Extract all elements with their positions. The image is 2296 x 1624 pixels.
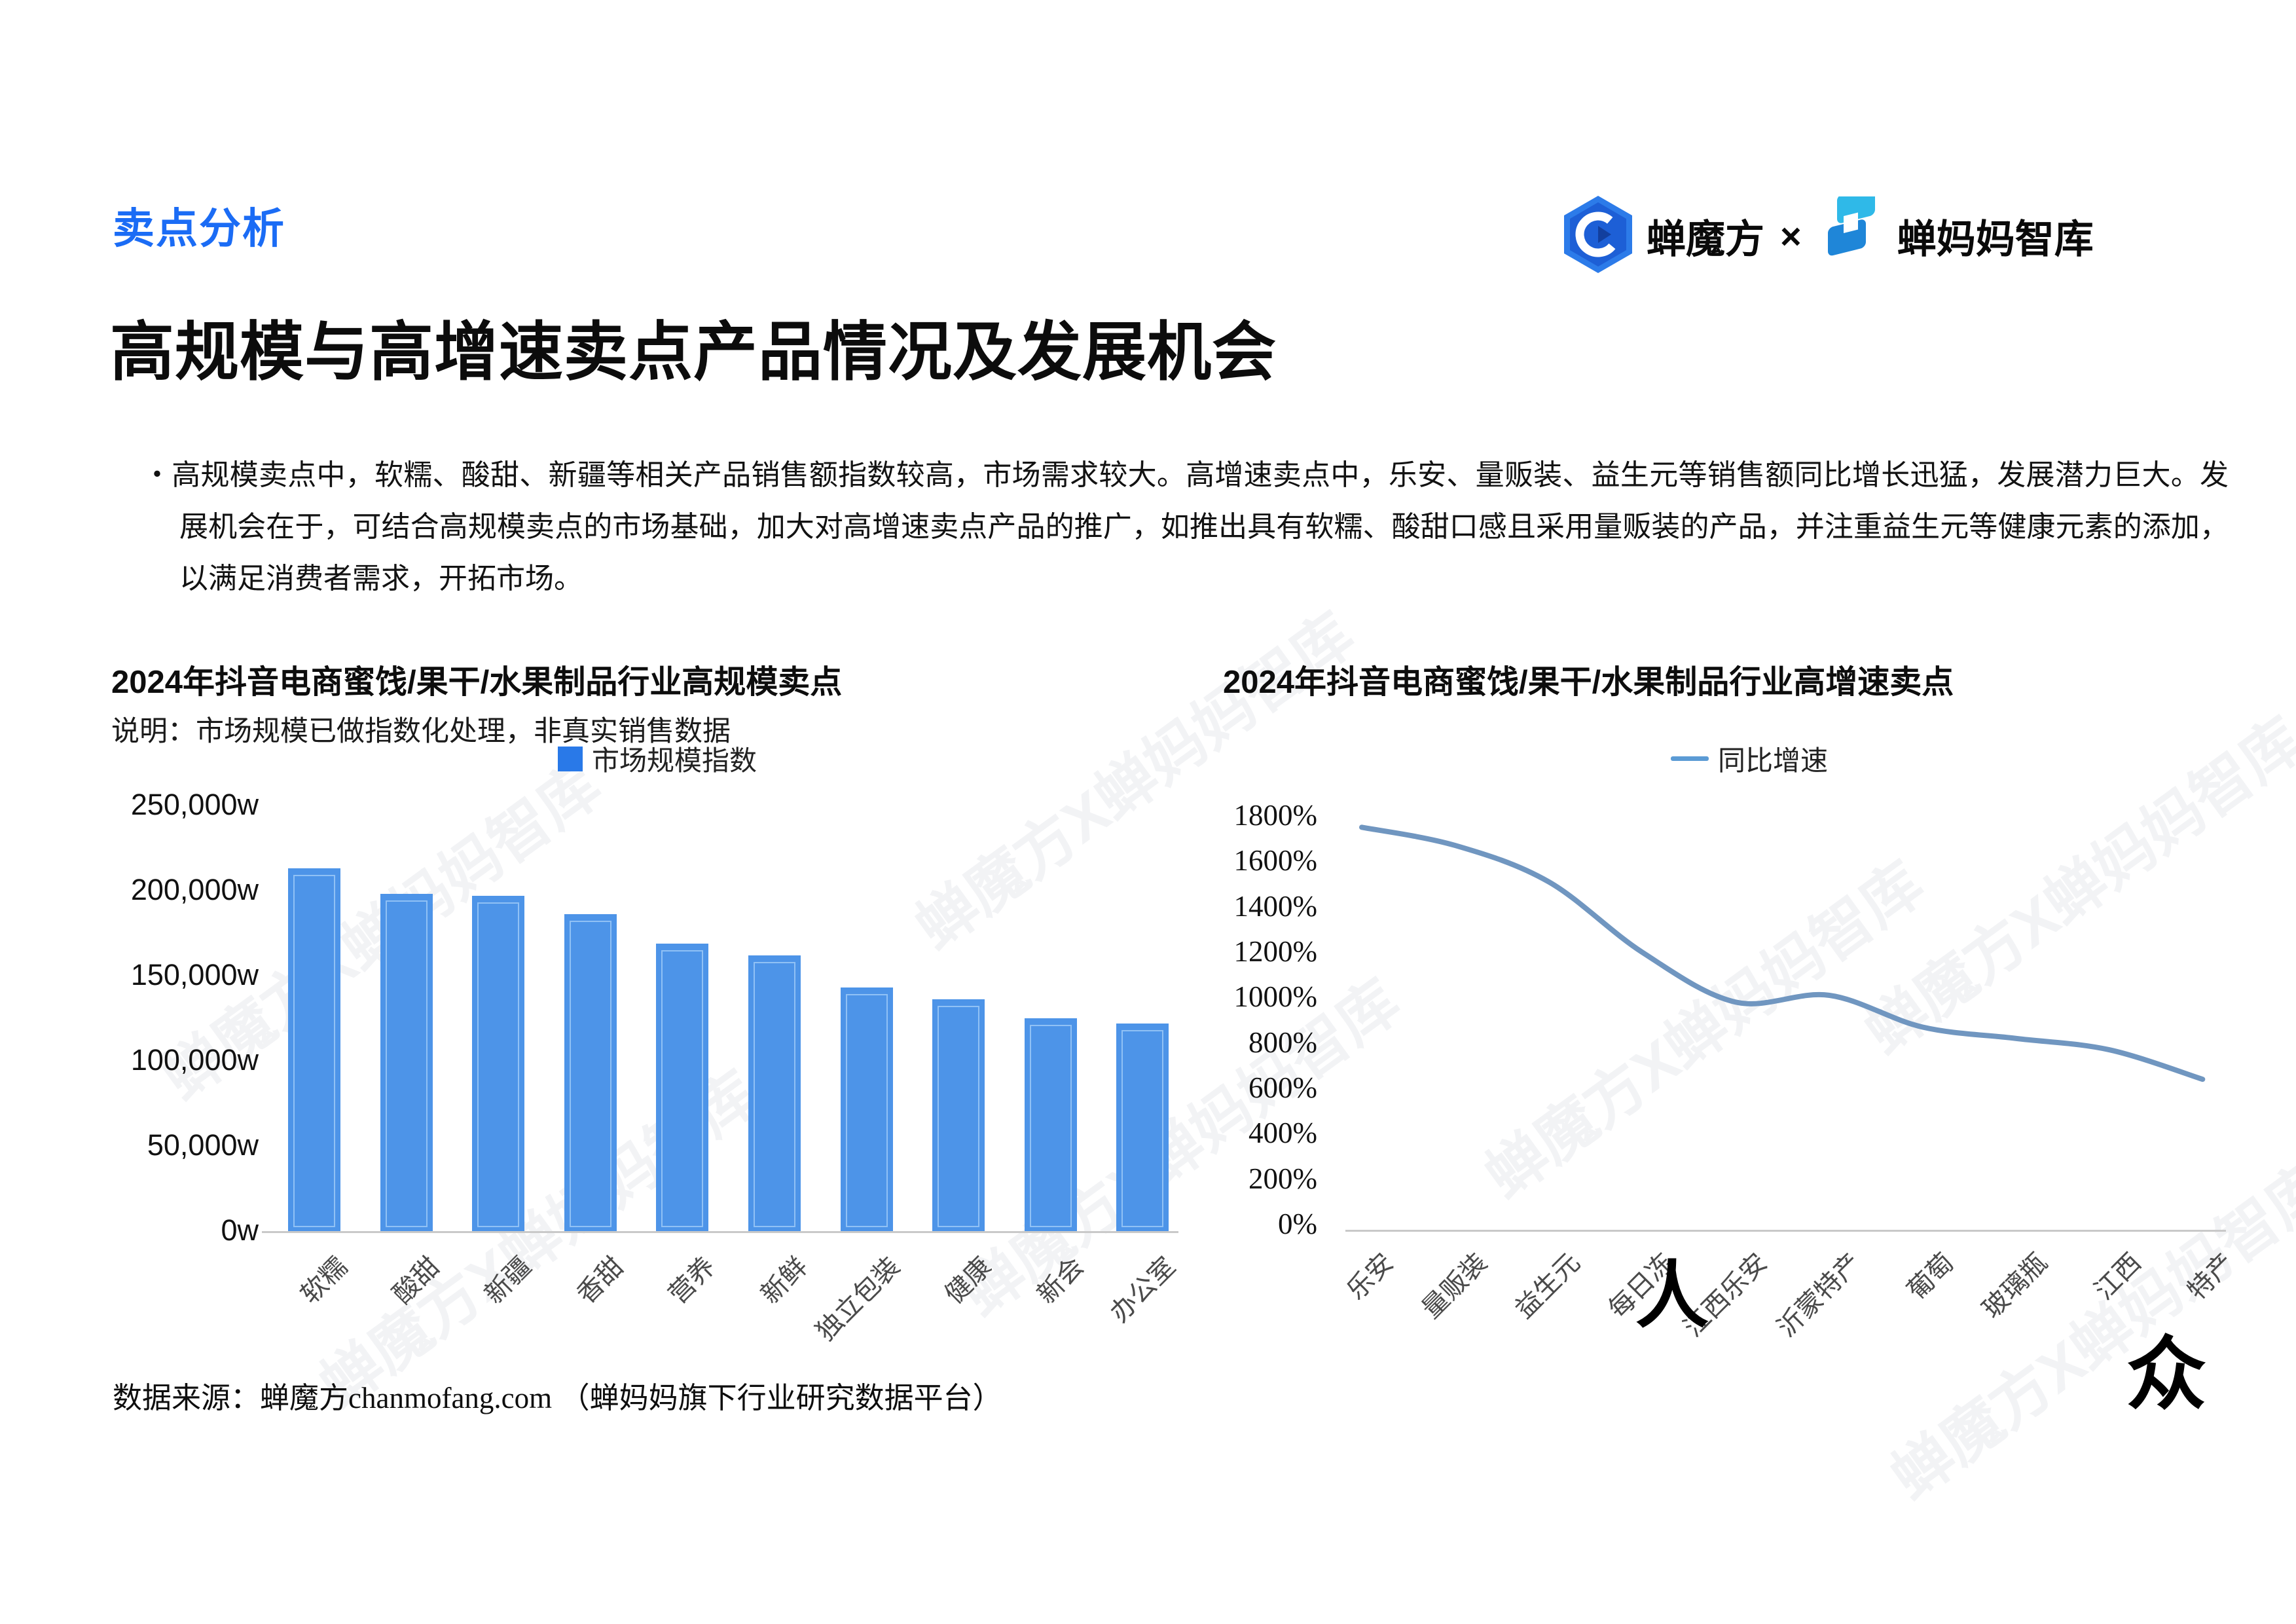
bar-legend-label: 市场规模指数	[592, 745, 757, 776]
line-chart-y-tick: 200%	[1248, 1162, 1317, 1195]
brand-lockup: 蝉魔方 × 蝉妈妈智库	[1561, 187, 2094, 278]
line-chart-x-label: 益生元	[1510, 1247, 1586, 1324]
bar-chart-x-label: 酸甜	[387, 1251, 445, 1310]
bar-chart-y-tick: 150,000w	[130, 958, 259, 991]
footer-source-suffix: （蝉妈妈旗下行业研究数据平台）	[552, 1381, 1002, 1414]
brand-x-separator: ×	[1780, 215, 1802, 257]
bar-chart-title: 2024年抖音电商蜜饯/果干/水果制品行业高规模卖点	[111, 665, 843, 700]
overlay-glyph-zhong: 众	[2126, 1331, 2206, 1420]
bar-chart-x-label: 新疆	[479, 1251, 538, 1310]
section-label: 卖点分析	[113, 205, 285, 252]
summary-text: 高规模卖点中，软糯、酸甜、新疆等相关产品销售额指数较高，市场需求较大。高增速卖点…	[172, 459, 2229, 595]
bar-chart-x-label: 软糯	[295, 1251, 353, 1310]
bar-chart-x-label: 营养	[663, 1251, 721, 1310]
line-chart-y-tick: 1800%	[1233, 799, 1318, 832]
bar	[1116, 1024, 1169, 1231]
growth-line-path	[1359, 824, 2206, 1082]
bar	[380, 894, 433, 1231]
bar	[564, 914, 617, 1231]
bar-chart-note: 说明：市场规模已做指数化处理，非真实销售数据	[111, 716, 731, 747]
page-title: 高规模与高增速卖点产品情况及发展机会	[110, 316, 1277, 388]
overlay-glyph-ren: 人	[1635, 1256, 1709, 1337]
bar-chart-x-label: 独立包装	[811, 1251, 905, 1347]
line-chart-y-tick: 1400%	[1233, 889, 1318, 923]
line-chart-x-label: 量贩装	[1416, 1247, 1493, 1324]
brand-name-chanmama-zhiku: 蝉妈妈智库	[1897, 217, 2094, 261]
growth-line-plot	[1359, 824, 2206, 1082]
line-chart-y-tick: 0%	[1278, 1208, 1317, 1240]
chanmofang-logo-icon	[1561, 194, 1635, 278]
bar-chart-x-label: 新鲜	[756, 1251, 813, 1310]
line-chart-y-tick: 800%	[1248, 1025, 1317, 1059]
bar-chart-y-tick: 0w	[221, 1213, 259, 1247]
bar	[840, 987, 893, 1231]
bar-chart-x-label: 新会	[1032, 1251, 1089, 1310]
bar	[288, 868, 340, 1231]
line-chart-x-label: 葡萄	[1902, 1247, 1960, 1306]
bar	[1024, 1018, 1077, 1231]
line-chart-x-label: 特产	[2182, 1247, 2240, 1306]
line-chart-x-label: 乐安	[1341, 1247, 1399, 1306]
bar-chart-x-label: 香甜	[572, 1251, 629, 1310]
bar-legend-swatch-icon	[558, 746, 583, 771]
summary-paragraph: ・高规模卖点中，软糯、酸甜、新疆等相关产品销售额指数较高，市场需求较大。高增速卖…	[143, 449, 2229, 604]
bar-chart-legend: 市场规模指数	[558, 739, 757, 779]
bar	[656, 944, 709, 1231]
line-chart-y-tick: 400%	[1248, 1116, 1317, 1150]
line-chart-x-label: 沂蒙特产	[1772, 1247, 1867, 1343]
line-legend-label: 同比增速	[1718, 745, 1829, 776]
bar-chart-x-axis	[262, 1231, 1178, 1233]
line-chart-x-label: 玻璃瓶	[1977, 1247, 2053, 1324]
line-chart-x-label: 江西	[2088, 1247, 2147, 1306]
bar-chart-x-label: 办公室	[1105, 1251, 1182, 1328]
bar	[932, 999, 985, 1231]
bar	[472, 896, 525, 1231]
bar	[748, 955, 801, 1231]
line-chart-y-tick: 600%	[1248, 1071, 1317, 1104]
bar-chart-y-tick: 200,000w	[130, 873, 259, 906]
bullet-marker: ・	[143, 459, 172, 491]
line-chart-title: 2024年抖音电商蜜饯/果干/水果制品行业高增速卖点	[1223, 665, 1954, 700]
bar-chart-y-tick: 50,000w	[147, 1128, 259, 1162]
bar-chart-x-label: 健康	[939, 1251, 998, 1310]
chanmama-logo-icon	[1817, 187, 1886, 276]
line-chart-legend: 同比增速	[1671, 739, 1828, 779]
footer-source-url: chanmofang.com	[348, 1382, 553, 1414]
data-source-footer: 数据来源：蝉魔方chanmofang.com （蝉妈妈旗下行业研究数据平台）	[113, 1374, 1002, 1416]
line-chart-y-tick: 1200%	[1233, 935, 1318, 968]
line-legend-swatch-icon	[1671, 756, 1709, 761]
line-chart-y-tick: 1000%	[1233, 980, 1318, 1014]
bar-chart-y-tick: 100,000w	[130, 1043, 259, 1077]
footer-source-cn: 数据来源：蝉魔方	[113, 1381, 349, 1414]
line-chart-x-axis	[1345, 1230, 2226, 1232]
brand-name-chanmofang: 蝉魔方	[1647, 217, 1764, 261]
line-chart-y-tick: 1600%	[1233, 844, 1318, 877]
bar-chart-y-tick: 250,000w	[130, 788, 259, 821]
